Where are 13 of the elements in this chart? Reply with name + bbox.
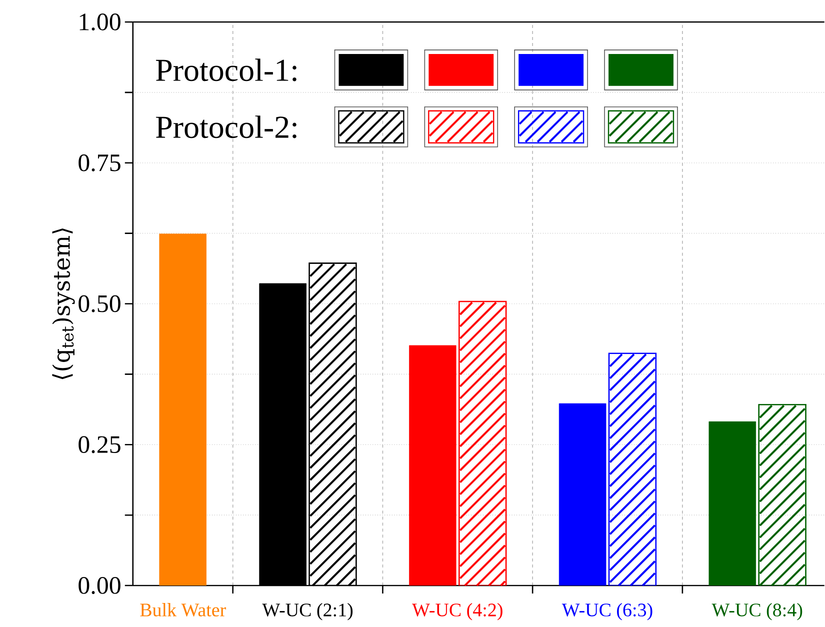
- legend-label: Protocol-2:: [156, 116, 296, 138]
- y-tick-label: 0.50: [78, 296, 120, 312]
- x-tick-label: W-UC (8:4): [712, 603, 802, 621]
- x-tick-label: Bulk Water: [140, 603, 226, 617]
- legend-label: Protocol-1:: [156, 58, 296, 82]
- x-tick-label: W-UC (6:3): [562, 603, 652, 621]
- x-tick-label: W-UC (4:2): [412, 603, 502, 621]
- y-tick-label: 1.00: [80, 14, 120, 31]
- y-tick-label: 0.25: [78, 436, 120, 454]
- y-axis-title: ⟨(q$_{tet}$)system⟩: [52, 228, 75, 380]
- y-tick-label: 0.00: [78, 577, 120, 594]
- x-tick-label: W-UC (2:1): [262, 603, 353, 621]
- y-tick-label: 0.75: [78, 154, 120, 172]
